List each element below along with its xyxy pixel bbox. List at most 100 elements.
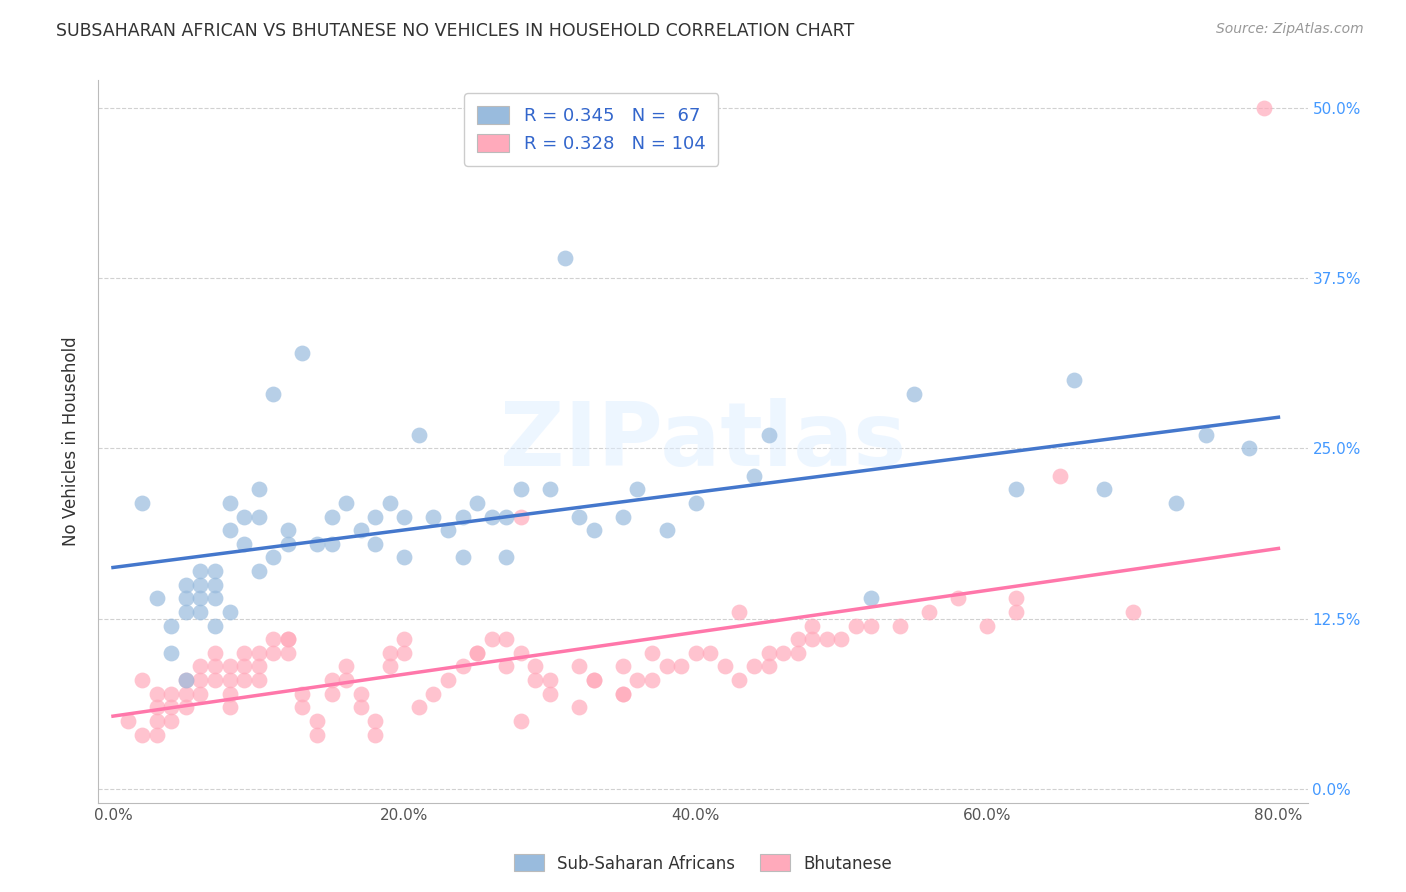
Point (1194, 427, 1216, 442)
Point (277, 537, 299, 551)
Point (655, 523, 678, 537)
Point (582, 673, 605, 687)
Text: ZIPatlas: ZIPatlas (501, 398, 905, 485)
Point (495, 632, 517, 647)
Point (451, 659, 474, 673)
Point (174, 687, 197, 701)
Point (641, 646, 664, 660)
Point (1166, 496, 1188, 510)
Point (685, 646, 707, 660)
Point (509, 646, 531, 660)
Point (204, 673, 226, 687)
Point (262, 632, 284, 647)
Point (174, 605, 197, 619)
Point (117, 714, 139, 728)
Point (538, 687, 561, 701)
Point (321, 537, 343, 551)
Point (233, 509, 256, 524)
Point (218, 496, 240, 510)
Point (277, 523, 299, 537)
Point (394, 509, 416, 524)
Point (233, 659, 256, 673)
Legend: R = 0.345   N =  67, R = 0.328   N = 104: R = 0.345 N = 67, R = 0.328 N = 104 (464, 93, 718, 166)
Point (481, 632, 503, 647)
Point (247, 646, 270, 660)
Point (233, 537, 256, 551)
Point (509, 482, 531, 496)
Point (145, 728, 167, 742)
Point (335, 659, 357, 673)
Point (845, 618, 868, 632)
Point (495, 659, 517, 673)
Point (772, 646, 794, 660)
Point (277, 646, 299, 660)
Point (204, 659, 226, 673)
Point (145, 714, 167, 728)
Point (612, 687, 634, 701)
Point (204, 564, 226, 578)
Point (160, 700, 183, 714)
Point (889, 618, 911, 632)
Point (247, 564, 270, 578)
Point (174, 673, 197, 687)
Point (408, 427, 430, 442)
Point (190, 605, 212, 619)
Point (364, 509, 387, 524)
Point (509, 509, 531, 524)
Point (612, 509, 634, 524)
Point (495, 509, 517, 524)
Point (262, 646, 284, 660)
Point (174, 577, 197, 591)
Point (204, 577, 226, 591)
Point (247, 482, 270, 496)
Point (174, 700, 197, 714)
Point (554, 251, 576, 265)
Point (1122, 605, 1144, 619)
Point (976, 618, 998, 632)
Point (305, 714, 328, 728)
Point (437, 523, 460, 537)
Point (190, 591, 212, 606)
Point (451, 509, 474, 524)
Point (714, 659, 737, 673)
Point (946, 591, 969, 606)
Point (830, 632, 852, 647)
Point (160, 687, 183, 701)
Point (321, 509, 343, 524)
Point (465, 496, 488, 510)
Point (1005, 605, 1028, 619)
Point (291, 700, 314, 714)
Point (364, 714, 387, 728)
Point (145, 700, 167, 714)
Point (538, 482, 561, 496)
Point (321, 687, 343, 701)
Point (509, 714, 531, 728)
Point (1005, 591, 1028, 606)
Point (190, 673, 212, 687)
Point (758, 646, 780, 660)
Point (859, 591, 882, 606)
Point (218, 605, 240, 619)
Point (422, 687, 444, 701)
Point (378, 496, 401, 510)
Point (451, 550, 474, 565)
Point (218, 523, 240, 537)
Point (728, 605, 751, 619)
Point (612, 687, 634, 701)
Point (350, 700, 373, 714)
Point (1005, 482, 1028, 496)
Point (321, 673, 343, 687)
Point (378, 659, 401, 673)
Point (364, 728, 387, 742)
Point (669, 659, 692, 673)
Point (204, 591, 226, 606)
Point (699, 646, 721, 660)
Point (247, 659, 270, 673)
Point (350, 687, 373, 701)
Point (918, 605, 941, 619)
Point (758, 659, 780, 673)
Point (190, 659, 212, 673)
Point (582, 523, 605, 537)
Point (524, 659, 547, 673)
Point (465, 646, 488, 660)
